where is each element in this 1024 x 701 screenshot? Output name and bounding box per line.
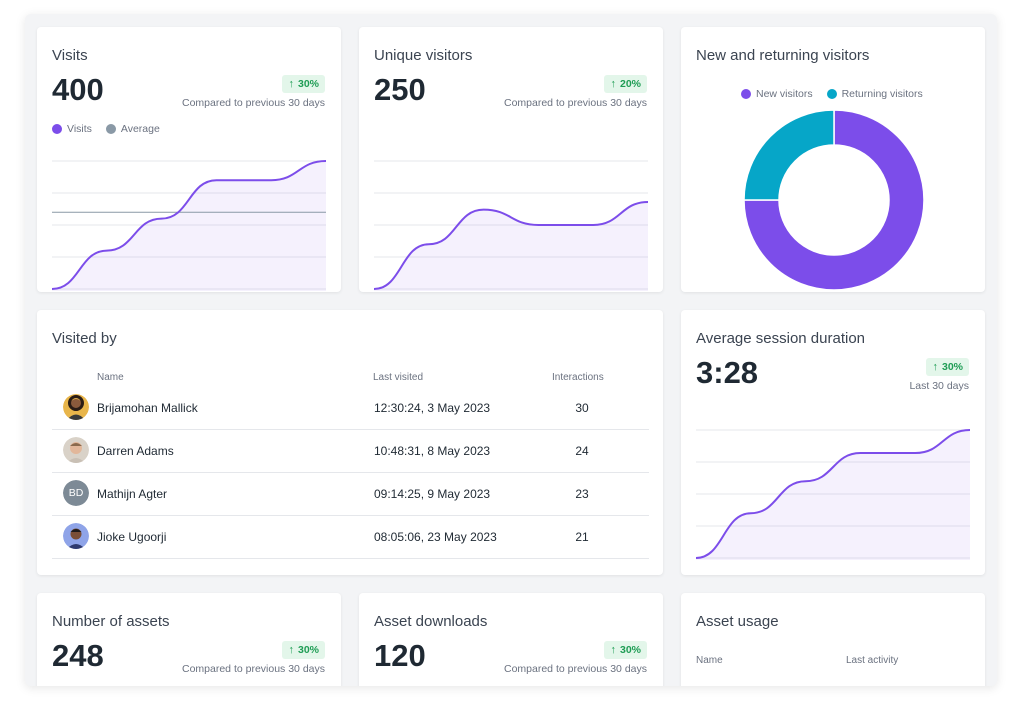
avatar bbox=[63, 437, 89, 463]
compare-text: Compared to previous 30 days bbox=[504, 97, 647, 109]
legend-label: Returning visitors bbox=[841, 88, 923, 100]
change-badge: ↑ 30% bbox=[282, 75, 325, 93]
area-fill bbox=[374, 201, 648, 291]
series-line bbox=[52, 160, 326, 290]
avatar bbox=[63, 394, 89, 420]
compare-text: Compared to previous 30 days bbox=[504, 663, 647, 675]
arrow-up-icon: ↑ bbox=[610, 644, 616, 656]
change-percent: 20% bbox=[619, 78, 641, 90]
legend-item-visits: Visits bbox=[52, 123, 92, 135]
arrow-up-icon: ↑ bbox=[932, 361, 938, 373]
card-title: Unique visitors bbox=[374, 47, 473, 64]
change-percent: 30% bbox=[297, 644, 319, 656]
donut-chart bbox=[743, 109, 925, 291]
interactions-count: 24 bbox=[575, 444, 589, 458]
legend-dot bbox=[741, 89, 751, 99]
series-line bbox=[374, 200, 648, 290]
legend-item-average: Average bbox=[105, 123, 160, 135]
dashboard: Visits 400 ↑ 30% Compared to previous 30… bbox=[25, 14, 997, 686]
legend-item-returning: Returning visitors bbox=[826, 88, 923, 100]
session-duration-card: Average session duration 3:28 ↑ 30% Last… bbox=[681, 310, 985, 575]
legend-dot bbox=[52, 124, 62, 134]
compare-text: Compared to previous 30 days bbox=[182, 663, 325, 675]
last-visited: 10:48:31, 8 May 2023 bbox=[374, 444, 491, 458]
visitor-name: Brijamohan Mallick bbox=[97, 401, 198, 415]
chart-legend: Visits Average bbox=[52, 123, 160, 135]
avatar-initials: BD bbox=[63, 480, 89, 506]
change-badge: ↑ 30% bbox=[282, 641, 325, 659]
card-title: Number of assets bbox=[52, 613, 170, 630]
unique-visitors-chart bbox=[374, 160, 648, 291]
visitor-name: Jioke Ugoorji bbox=[97, 530, 167, 544]
change-percent: 30% bbox=[941, 361, 963, 373]
arrow-up-icon: ↑ bbox=[610, 78, 616, 90]
assets-value: 248 bbox=[52, 638, 104, 673]
arrow-up-icon: ↑ bbox=[288, 644, 294, 656]
downloads-card: Asset downloads 120 ↑ 30% Compared to pr… bbox=[359, 593, 663, 686]
avatar bbox=[63, 523, 89, 549]
card-title: Visits bbox=[52, 47, 88, 64]
series-line bbox=[696, 429, 970, 559]
visitor-name: Darren Adams bbox=[97, 444, 174, 458]
returning-visitors-card: New and returning visitors New visitors … bbox=[681, 27, 985, 292]
card-title: Asset usage bbox=[696, 613, 779, 630]
arrow-up-icon: ↑ bbox=[288, 78, 294, 90]
pie-slice-returning-visitors bbox=[743, 109, 835, 201]
downloads-value: 120 bbox=[374, 638, 426, 673]
legend-label: New visitors bbox=[756, 88, 813, 100]
assets-card: Number of assets 248 ↑ 30% Compared to p… bbox=[37, 593, 341, 686]
column-header-name: Name bbox=[97, 372, 124, 383]
table-row[interactable]: BD Mathijn Agter 09:14:25, 9 May 2023 23 bbox=[52, 473, 649, 516]
session-duration-chart bbox=[696, 429, 970, 560]
visits-value: 400 bbox=[52, 72, 104, 107]
card-title: New and returning visitors bbox=[696, 47, 870, 64]
interactions-count: 21 bbox=[575, 530, 589, 544]
compare-text: Last 30 days bbox=[909, 380, 969, 392]
pie-slice-new-visitors bbox=[743, 109, 925, 291]
last-visited: 08:05:06, 23 May 2023 bbox=[374, 530, 497, 544]
visits-card: Visits 400 ↑ 30% Compared to previous 30… bbox=[37, 27, 341, 292]
area-fill bbox=[696, 430, 970, 560]
asset-usage-card: Asset usage Name Last activity bbox=[681, 593, 985, 686]
unique-visitors-value: 250 bbox=[374, 72, 426, 107]
chart-legend: New visitors Returning visitors bbox=[741, 88, 923, 100]
column-header-last-visited: Last visited bbox=[373, 372, 424, 383]
change-percent: 30% bbox=[297, 78, 319, 90]
column-header-name: Name bbox=[696, 655, 723, 666]
compare-text: Compared to previous 30 days bbox=[182, 97, 325, 109]
change-percent: 30% bbox=[619, 644, 641, 656]
legend-dot bbox=[105, 124, 116, 134]
visits-chart bbox=[52, 160, 326, 291]
avatar: BD bbox=[63, 480, 89, 506]
legend-item-new: New visitors bbox=[741, 88, 813, 100]
card-title: Average session duration bbox=[696, 330, 865, 347]
visitor-name: Mathijn Agter bbox=[97, 487, 168, 501]
column-header-last-activity: Last activity bbox=[846, 655, 899, 666]
interactions-count: 30 bbox=[575, 401, 589, 415]
last-visited: 09:14:25, 9 May 2023 bbox=[374, 487, 491, 501]
unique-visitors-card: Unique visitors 250 ↑ 20% Compared to pr… bbox=[359, 27, 663, 292]
card-title: Visited by bbox=[52, 330, 117, 347]
change-badge: ↑ 30% bbox=[604, 641, 647, 659]
area-fill bbox=[52, 161, 326, 291]
table-row[interactable]: Jioke Ugoorji 08:05:06, 23 May 2023 21 bbox=[52, 516, 649, 559]
change-badge: ↑ 30% bbox=[926, 358, 969, 376]
legend-label: Average bbox=[120, 123, 160, 135]
visited-by-card: Visited by Name Last visited Interaction… bbox=[37, 310, 663, 575]
table-row[interactable]: Darren Adams 10:48:31, 8 May 2023 24 bbox=[52, 430, 649, 473]
change-badge: ↑ 20% bbox=[604, 75, 647, 93]
card-title: Asset downloads bbox=[374, 613, 488, 630]
session-duration-value: 3:28 bbox=[696, 355, 759, 390]
column-header-interactions: Interactions bbox=[552, 372, 604, 383]
table-row[interactable]: Brijamohan Mallick 12:30:24, 3 May 2023 … bbox=[52, 387, 649, 430]
legend-label: Visits bbox=[67, 123, 92, 135]
last-visited: 12:30:24, 3 May 2023 bbox=[374, 401, 491, 415]
interactions-count: 23 bbox=[575, 487, 589, 501]
legend-dot bbox=[826, 89, 837, 99]
